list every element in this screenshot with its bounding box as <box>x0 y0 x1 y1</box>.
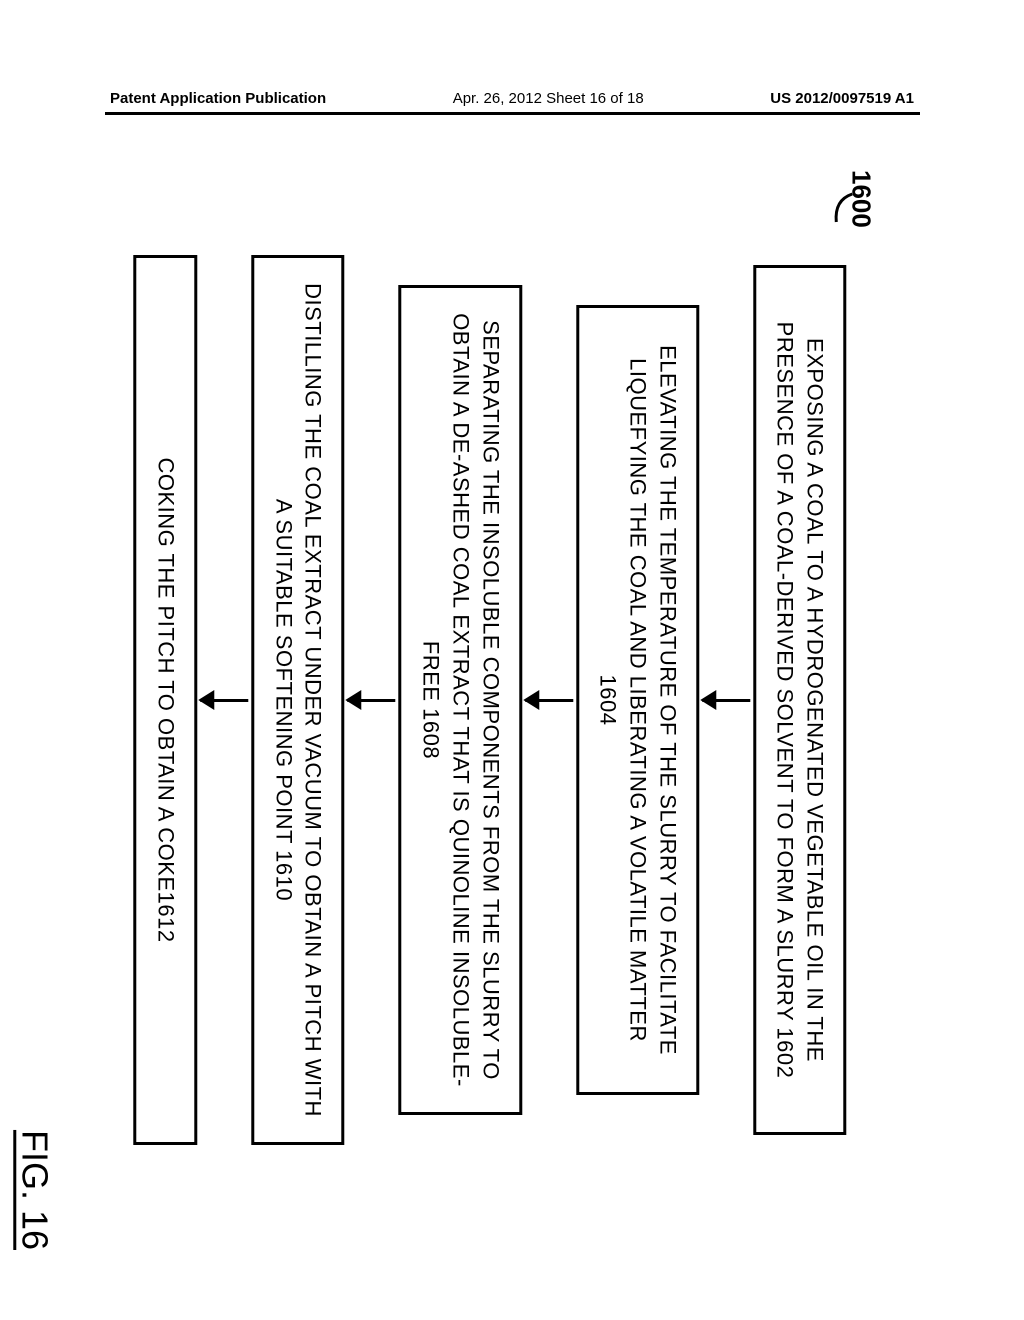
header-center: Apr. 26, 2012 Sheet 16 of 18 <box>453 90 644 107</box>
header-divider <box>105 112 920 115</box>
flowchart-box: DISTILLING THE COAL EXTRACT UNDER VACUUM… <box>251 255 344 1145</box>
flowchart-box: ELEVATING THE TEMPERATURE OF THE SLURRY … <box>576 305 699 1095</box>
flowchart-arrow-icon <box>200 699 248 702</box>
flowchart-box: COKING THE PITCH TO OBTAIN A COKE1612 <box>134 255 198 1145</box>
page-header: Patent Application Publication Apr. 26, … <box>0 90 1024 107</box>
rotated-content: 1600 EXPOSING A COAL TO A HYDROGENATED V… <box>134 210 847 1190</box>
flowchart-box: EXPOSING A COAL TO A HYDROGENATED VEGETA… <box>753 265 846 1135</box>
flowchart-arrow-icon <box>525 699 573 702</box>
figure-label: FIG. 16 <box>14 1130 56 1250</box>
header-left: Patent Application Publication <box>110 90 326 107</box>
reference-tick-icon <box>824 192 854 228</box>
flowchart-arrow-icon <box>348 699 396 702</box>
flowchart-arrow-icon <box>702 699 750 702</box>
flowchart-box: SEPARATING THE INSOLUBLE COMPONENTS FROM… <box>399 285 522 1115</box>
header-right: US 2012/0097519 A1 <box>770 90 914 107</box>
diagram-container: 1600 EXPOSING A COAL TO A HYDROGENATED V… <box>0 340 990 1060</box>
flowchart: EXPOSING A COAL TO A HYDROGENATED VEGETA… <box>134 210 847 1190</box>
reference-number: 1600 <box>845 170 876 228</box>
